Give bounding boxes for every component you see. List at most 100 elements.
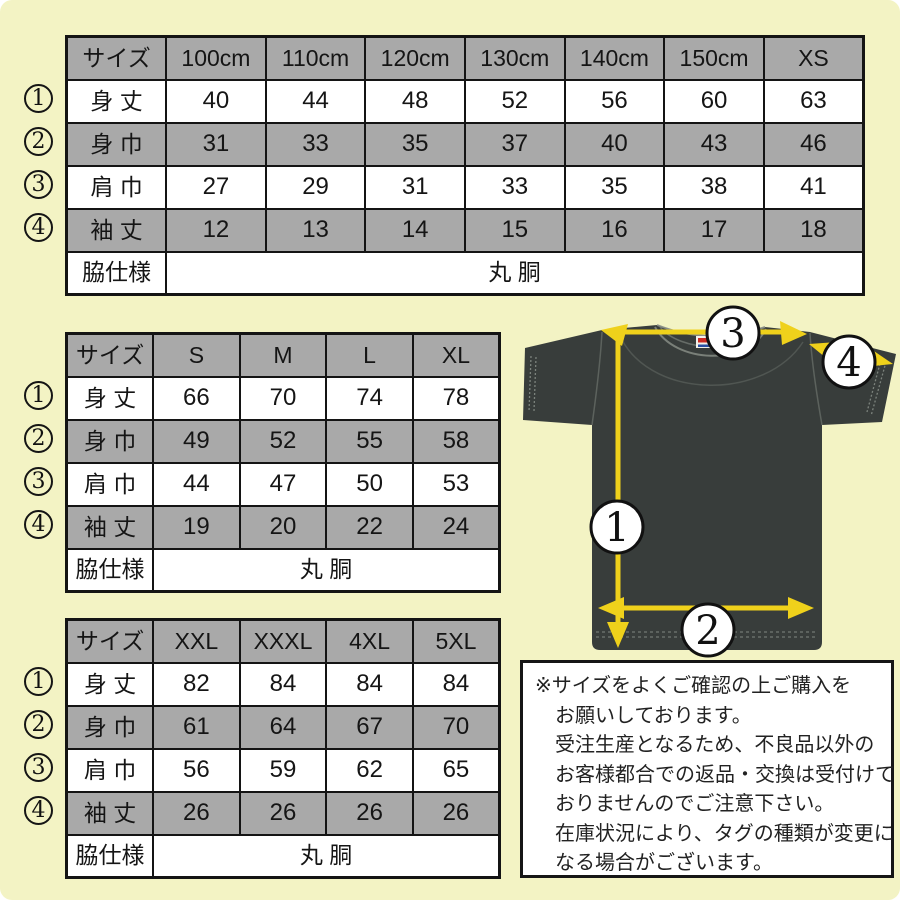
measurement-value-cell: 59 — [238, 747, 328, 793]
row-marker-circle: 1 — [24, 667, 53, 696]
measurement-row-label: 身 丈 — [65, 78, 168, 124]
measurement-value-cell: 26 — [411, 790, 501, 836]
measurement-row-label: 身 巾 — [65, 704, 155, 750]
row-marker-circle: 3 — [24, 753, 53, 782]
shoulder-width-arrowhead-left — [601, 324, 628, 346]
measurement-value-cell: 33 — [464, 164, 566, 210]
note-line: お客様都合での返品・交換は受付けて — [555, 763, 895, 786]
marker-circle-1 — [589, 499, 645, 555]
measurement-row-label: 肩 巾 — [65, 164, 168, 210]
size-column-header: 130cm — [464, 35, 566, 81]
size-column-header: 5XL — [411, 618, 501, 664]
measurement-value-cell: 20 — [238, 504, 328, 550]
measurement-value-cell: 62 — [325, 747, 414, 793]
measurement-value-cell: 47 — [238, 461, 328, 507]
purchase-note: ※サイズをよくご確認の上ご購入を お願いしております。 受注生産となるため、不良… — [520, 660, 895, 878]
note-line: おりませんのでご注意下さい。 — [555, 793, 835, 815]
row-marker-circle: 4 — [24, 510, 53, 539]
side-spec-label: 脇仕様 — [65, 833, 155, 879]
size-table: サイズ S M L XL 身 丈 66 70 74 78 身 巾 49 52 55 58 肩 巾 44 47 50 5… — [65, 332, 501, 593]
measurement-value-cell: 35 — [364, 121, 466, 167]
measurement-value-cell: 26 — [238, 790, 328, 836]
marker-circle-2 — [680, 602, 736, 658]
size-column-header: L — [325, 332, 414, 378]
row-marker-circle: 4 — [24, 796, 53, 825]
diagram-markers: 1 2 3 4 — [589, 305, 877, 658]
measurement-value-cell: 84 — [411, 661, 501, 707]
measurement-value-cell: 49 — [152, 418, 241, 464]
measurement-value-cell: 55 — [325, 418, 414, 464]
tshirt-measurement-diagram: 1 2 3 4 — [500, 300, 900, 662]
measurement-value-cell: 26 — [325, 790, 414, 836]
size-table: サイズ XXL XXXL 4XL 5XL 身 丈 82 84 84 84 身 巾 61 64 67 70 肩 … — [65, 618, 501, 879]
measurement-value-cell: 43 — [663, 121, 765, 167]
note-line: お願いしております。 — [555, 704, 752, 727]
size-table-xxl-5xl: サイズ XXL XXXL 4XL 5XL 身 丈 82 84 84 84 身 巾 61 64 67 70 肩 … — [24, 618, 501, 879]
right-armhole-seam — [809, 332, 823, 426]
row-marker-circle: 4 — [24, 213, 53, 242]
measurement-value-cell: 66 — [152, 375, 241, 421]
measurement-value-cell: 18 — [762, 207, 865, 253]
measurement-value-cell: 60 — [663, 78, 765, 124]
measurement-value-cell: 56 — [563, 78, 666, 124]
measurement-value-cell: 44 — [264, 78, 367, 124]
measurement-row-label: 身 丈 — [65, 375, 155, 421]
marker-label-2: 2 — [695, 608, 720, 654]
measurement-value-cell: 40 — [165, 78, 267, 124]
measurement-row-label: 袖 丈 — [65, 790, 155, 836]
size-column-header: S — [152, 332, 241, 378]
marker-label-1: 1 — [604, 505, 629, 551]
size-column-header: 140cm — [563, 35, 666, 81]
measurement-value-cell: 16 — [563, 207, 666, 253]
measurement-row-label: 身 巾 — [65, 418, 155, 464]
row-marker-circle: 1 — [24, 84, 53, 113]
measurement-value-cell: 33 — [264, 121, 367, 167]
measurement-value-cell: 46 — [762, 121, 865, 167]
measurement-row-label: 肩 巾 — [65, 461, 155, 507]
measurement-row-label: 身 巾 — [65, 121, 168, 167]
marker-label-3: 3 — [720, 311, 745, 357]
measurement-value-cell: 44 — [152, 461, 241, 507]
note-line: ※サイズをよくご確認の上ご購入を — [535, 675, 852, 697]
row-marker-circle: 3 — [24, 170, 53, 199]
row-marker-circle: 2 — [24, 424, 53, 453]
measurement-value-cell: 84 — [325, 661, 414, 707]
measurement-value-cell: 15 — [464, 207, 566, 253]
size-header-label: サイズ — [65, 35, 168, 81]
measurement-row-label: 袖 丈 — [65, 504, 155, 550]
measurement-value-cell: 67 — [325, 704, 414, 750]
note-line: 受注生産となるため、不良品以外の — [555, 734, 875, 756]
body-width-arrowhead-left — [598, 597, 624, 619]
measurement-value-cell: 58 — [411, 418, 501, 464]
measurement-value-cell: 24 — [411, 504, 501, 550]
shoulder-width-arrow-line — [612, 329, 798, 335]
measurement-value-cell: 12 — [165, 207, 267, 253]
size-column-header: XXL — [152, 618, 241, 664]
measurement-value-cell: 40 — [563, 121, 666, 167]
measurement-value-cell: 27 — [165, 164, 267, 210]
measurement-value-cell: 14 — [364, 207, 466, 253]
side-spec-label: 脇仕様 — [65, 547, 155, 593]
marker-label-4: 4 — [836, 340, 861, 386]
marker-circle-3 — [705, 305, 761, 361]
size-column-header: XL — [411, 332, 501, 378]
chest-crease — [621, 339, 804, 386]
measurement-value-cell: 29 — [264, 164, 367, 210]
right-sleeve-stitch — [866, 359, 887, 417]
side-spec-value: 丸 胴 — [152, 547, 501, 593]
row-marker-circle: 1 — [24, 381, 53, 410]
side-spec-value: 丸 胴 — [165, 250, 865, 296]
measurement-value-cell: 52 — [464, 78, 566, 124]
measurement-value-cell: 50 — [325, 461, 414, 507]
measurement-value-cell: 63 — [762, 78, 865, 124]
measurement-value-cell: 82 — [152, 661, 241, 707]
size-column-header: 150cm — [663, 35, 765, 81]
measurement-value-cell: 48 — [364, 78, 466, 124]
measurement-row-label: 身 丈 — [65, 661, 155, 707]
measurement-value-cell: 78 — [411, 375, 501, 421]
size-column-header: XS — [762, 35, 865, 81]
size-table-kids-xs: サイズ 100cm 110cm 120cm 130cm 140cm 150cm XS 身 丈 40… — [24, 35, 865, 296]
note-line: なる場合がございます。 — [555, 852, 773, 874]
size-header-label: サイズ — [65, 618, 155, 664]
